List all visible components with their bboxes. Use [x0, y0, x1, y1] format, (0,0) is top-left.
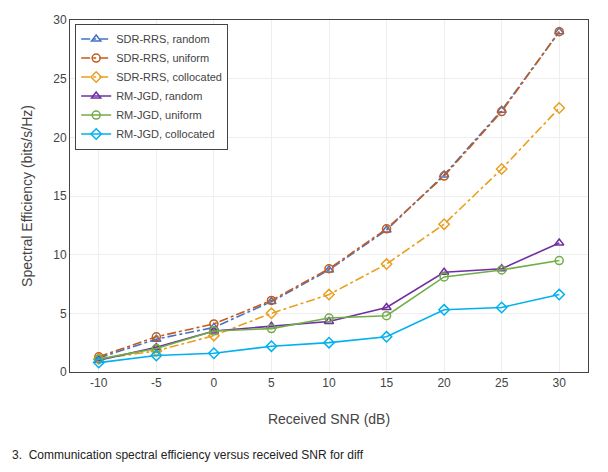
svg-text:Spectral Efficiency (bits/s/Hz: Spectral Efficiency (bits/s/Hz): [19, 105, 35, 287]
svg-text:0: 0: [60, 365, 67, 379]
svg-text:30: 30: [553, 376, 567, 390]
svg-text:RM-JGD, collocated: RM-JGD, collocated: [116, 128, 214, 140]
svg-text:20: 20: [53, 131, 67, 145]
svg-text:SDR-RRS, random: SDR-RRS, random: [116, 33, 210, 45]
svg-text:3. Communication spectral eff: 3. Communication spectral efficiency ver…: [12, 448, 364, 462]
svg-text:20: 20: [437, 376, 451, 390]
svg-text:5: 5: [60, 307, 67, 321]
svg-text:15: 15: [380, 376, 394, 390]
svg-text:10: 10: [53, 248, 67, 262]
svg-text:RM-JGD, uniform: RM-JGD, uniform: [116, 109, 202, 121]
svg-text:RM-JGD, random: RM-JGD, random: [116, 90, 202, 102]
svg-text:-5: -5: [151, 376, 162, 390]
svg-text:25: 25: [495, 376, 509, 390]
svg-text:15: 15: [53, 189, 67, 203]
svg-text:SDR-RRS, uniform: SDR-RRS, uniform: [116, 52, 209, 64]
svg-text:Received SNR (dB): Received SNR (dB): [268, 411, 390, 427]
svg-text:SDR-RRS, collocated: SDR-RRS, collocated: [116, 71, 222, 83]
svg-text:25: 25: [53, 72, 67, 86]
svg-text:0: 0: [211, 376, 218, 390]
svg-text:10: 10: [322, 376, 336, 390]
svg-text:5: 5: [268, 376, 275, 390]
svg-text:-10: -10: [90, 376, 108, 390]
svg-text:30: 30: [53, 13, 67, 27]
